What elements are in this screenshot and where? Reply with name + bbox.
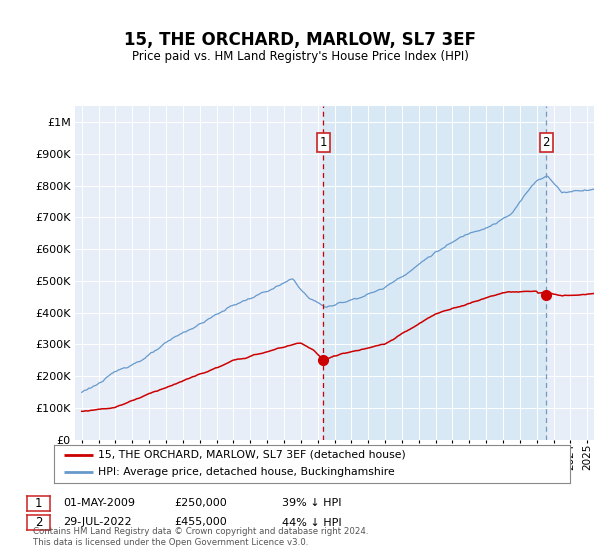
15, THE ORCHARD, MARLOW, SL7 3EF (detached house) [184, 376, 191, 382]
15, THE ORCHARD, MARLOW, SL7 3EF (detached house) [430, 312, 437, 319]
Line: 15, THE ORCHARD, MARLOW, SL7 3EF (detached house): 15, THE ORCHARD, MARLOW, SL7 3EF (detach… [82, 291, 596, 412]
15, THE ORCHARD, MARLOW, SL7 3EF (detached house) [356, 347, 363, 354]
15, THE ORCHARD, MARLOW, SL7 3EF (detached house) [592, 290, 599, 296]
15, THE ORCHARD, MARLOW, SL7 3EF (detached house) [532, 288, 539, 295]
HPI: Average price, detached house, Buckinghamshire: (2e+03, 1.49e+05): Average price, detached house, Buckingha… [78, 389, 85, 396]
HPI: Average price, detached house, Buckinghamshire: (2.02e+03, 5.87e+05): Average price, detached house, Buckingha… [430, 250, 437, 257]
HPI: Average price, detached house, Buckinghamshire: (2.01e+03, 4.46e+05): Average price, detached house, Buckingha… [356, 295, 363, 301]
HPI: Average price, detached house, Buckinghamshire: (2.02e+03, 6.39e+05): Average price, detached house, Buckingha… [458, 234, 466, 240]
15, THE ORCHARD, MARLOW, SL7 3EF (detached house) [78, 408, 85, 415]
Text: HPI: Average price, detached house, Buckinghamshire: HPI: Average price, detached house, Buck… [98, 468, 395, 478]
Line: HPI: Average price, detached house, Buckinghamshire: HPI: Average price, detached house, Buck… [82, 176, 596, 393]
Text: 2: 2 [35, 516, 42, 529]
Text: 15, THE ORCHARD, MARLOW, SL7 3EF: 15, THE ORCHARD, MARLOW, SL7 3EF [124, 31, 476, 49]
Text: £250,000: £250,000 [174, 498, 227, 508]
Text: 01-MAY-2009: 01-MAY-2009 [63, 498, 135, 508]
15, THE ORCHARD, MARLOW, SL7 3EF (detached house) [166, 383, 173, 390]
Text: 1: 1 [35, 497, 42, 510]
Text: Price paid vs. HM Land Registry's House Price Index (HPI): Price paid vs. HM Land Registry's House … [131, 50, 469, 63]
HPI: Average price, detached house, Buckinghamshire: (2e+03, 2.36e+05): Average price, detached house, Buckingha… [129, 361, 136, 368]
Text: 1: 1 [319, 137, 327, 150]
Bar [323, 106, 547, 440]
15, THE ORCHARD, MARLOW, SL7 3EF (detached house) [129, 397, 136, 404]
Text: 29-JUL-2022: 29-JUL-2022 [63, 517, 131, 528]
HPI: Average price, detached house, Buckinghamshire: (2.03e+03, 7.9e+05): Average price, detached house, Buckingha… [592, 186, 599, 193]
Text: 2: 2 [542, 137, 550, 150]
Text: 15, THE ORCHARD, MARLOW, SL7 3EF (detached house): 15, THE ORCHARD, MARLOW, SL7 3EF (detach… [98, 450, 406, 460]
HPI: Average price, detached house, Buckinghamshire: (2.02e+03, 8.3e+05): Average price, detached house, Buckingha… [543, 172, 550, 179]
HPI: Average price, detached house, Buckinghamshire: (2e+03, 3.43e+05): Average price, detached house, Buckingha… [184, 328, 191, 334]
15, THE ORCHARD, MARLOW, SL7 3EF (detached house) [458, 302, 466, 309]
Text: 39% ↓ HPI: 39% ↓ HPI [282, 498, 341, 508]
HPI: Average price, detached house, Buckinghamshire: (2e+03, 3.13e+05): Average price, detached house, Buckingha… [166, 337, 173, 344]
Text: Contains HM Land Registry data © Crown copyright and database right 2024.
This d: Contains HM Land Registry data © Crown c… [33, 527, 368, 547]
Text: £455,000: £455,000 [174, 517, 227, 528]
Text: 44% ↓ HPI: 44% ↓ HPI [282, 517, 341, 528]
